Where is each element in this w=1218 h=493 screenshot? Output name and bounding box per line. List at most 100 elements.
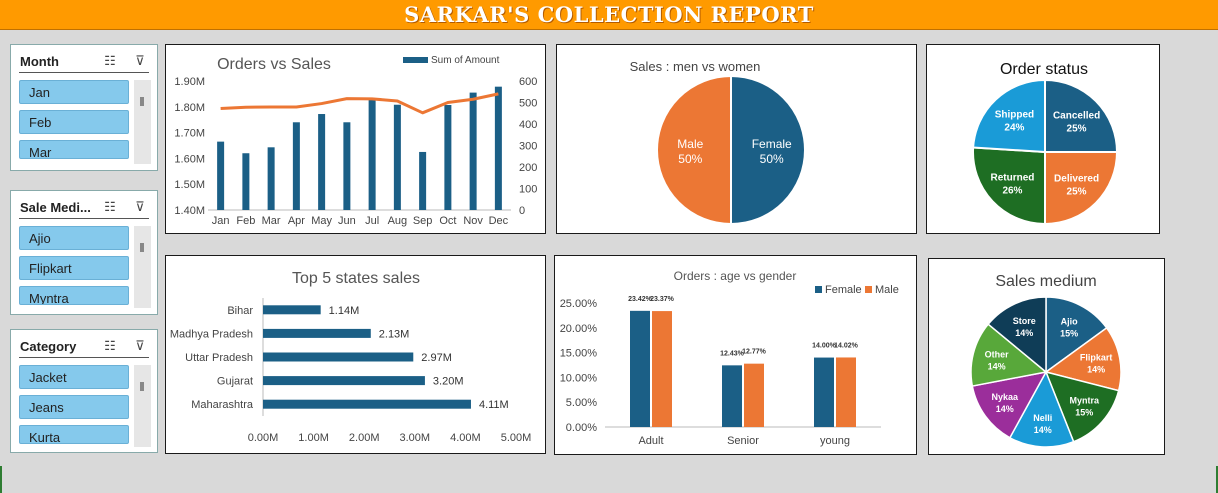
bar [242, 153, 250, 210]
y-tick-label: 5.00% [566, 397, 597, 409]
x-tick-label: Jan [212, 215, 230, 227]
slice-label: Nykaa [991, 392, 1019, 402]
slice-pct: 25% [1067, 123, 1087, 134]
legend-label: Male [875, 284, 899, 296]
y2-tick-label: 200 [519, 162, 537, 174]
month-slicer[interactable]: Month ☷ ⊽ Jan Feb Mar [10, 44, 158, 171]
x-tick-label: 0.00M [248, 432, 279, 444]
y-tick-label: 1.80M [174, 102, 205, 114]
legend-swatch [403, 57, 428, 63]
checklist-icon[interactable]: ☷ [104, 338, 116, 353]
pie-slice [1008, 370, 1075, 448]
scroll-thumb[interactable] [140, 97, 144, 106]
data-label: 14.00% [812, 343, 837, 350]
data-label: 12.77% [742, 349, 767, 356]
chart-title: Sales : men vs women [630, 59, 761, 74]
slicer-item-jan[interactable]: Jan [19, 80, 129, 104]
slice-label: Flipkart [1080, 352, 1113, 362]
slicer-item-jacket[interactable]: Jacket [19, 365, 129, 389]
slice-pct: 15% [1075, 408, 1093, 418]
y-tick-label: 1.70M [174, 128, 205, 140]
filter-clear-icon[interactable]: ⊽ [135, 53, 145, 68]
slicer-scrollbar[interactable] [134, 365, 151, 447]
x-tick-label: Adult [638, 435, 663, 447]
pie-slice [1044, 78, 1119, 153]
bar [393, 104, 401, 210]
x-tick-label: young [820, 435, 850, 447]
filter-clear-icon[interactable]: ⊽ [135, 199, 145, 214]
x-tick-label: Dec [489, 215, 509, 227]
y2-tick-label: 400 [519, 119, 537, 131]
slice-pct: 15% [1060, 329, 1078, 339]
bar [263, 376, 425, 386]
pie-slice [656, 74, 732, 226]
sale-medium-slicer[interactable]: Sale Medi... ☷ ⊽ Ajio Flipkart Myntra [10, 190, 158, 315]
pie-slice [971, 370, 1048, 439]
series-line [220, 92, 499, 115]
checklist-icon[interactable]: ☷ [104, 199, 116, 214]
y-tick-label: 1.40M [174, 205, 205, 217]
y-tick-label: Gujarat [217, 376, 253, 388]
pie-slice [987, 296, 1047, 374]
y-tick-label: 1.90M [174, 76, 205, 88]
bar [263, 328, 371, 338]
orders-vs-sales-panel: Orders vs Sales Sum of Amount 1.40M 1.50M 1.… [165, 44, 546, 234]
slicer-scrollbar[interactable] [134, 80, 151, 164]
x-tick-label: Jun [338, 215, 356, 227]
sales-medium-panel: Sales medium Ajio 15% Flipkart 14% Myntra 15% N… [928, 258, 1165, 455]
x-tick-label: Feb [236, 215, 255, 227]
bottom-strip [0, 466, 1218, 493]
data-label: 4.11M [479, 399, 509, 411]
bar [343, 122, 351, 210]
slice-label: Store [1013, 316, 1036, 326]
slice-label: Ajio [1061, 317, 1079, 327]
bar [744, 363, 764, 427]
scroll-thumb[interactable] [140, 382, 144, 391]
bar [267, 147, 275, 210]
y-tick-label: Bihar [227, 305, 253, 317]
y2-tick-label: 0 [519, 205, 525, 217]
slicer-item-mar[interactable]: Mar [19, 140, 129, 159]
chart-title: Sales medium [995, 273, 1096, 290]
legend-swatch [815, 286, 822, 293]
y-tick-label: 1.60M [174, 153, 205, 165]
slicer-item-myntra[interactable]: Myntra [19, 286, 129, 305]
slicer-header: Month ☷ ⊽ [19, 51, 149, 73]
slicer-item-ajio[interactable]: Ajio [19, 226, 129, 250]
category-slicer[interactable]: Category ☷ ⊽ Jacket Jeans Kurta [10, 329, 158, 453]
pie-slice [970, 323, 1048, 387]
data-label: 3.20M [433, 376, 464, 388]
x-tick-label: Aug [388, 215, 408, 227]
slice-label: Female [752, 137, 792, 151]
slicer-scrollbar[interactable] [134, 226, 151, 308]
y-tick-label: Maharashtra [191, 399, 254, 411]
data-label: 1.14M [329, 305, 360, 317]
slice-pct: 14% [996, 404, 1014, 414]
slicer-item-flipkart[interactable]: Flipkart [19, 256, 129, 280]
chart-title: Top 5 states sales [292, 270, 420, 287]
scroll-thumb[interactable] [140, 243, 144, 252]
pie-slice [972, 78, 1046, 154]
checklist-icon[interactable]: ☷ [104, 53, 116, 68]
data-label: 12.43% [720, 350, 745, 357]
report-banner: SARKAR'S COLLECTION REPORT [0, 0, 1218, 30]
y2-tick-label: 500 [519, 98, 537, 110]
x-tick-label: Nov [463, 215, 483, 227]
slicer-item-jeans[interactable]: Jeans [19, 395, 129, 419]
pie-slice [972, 146, 1046, 226]
slicer-item-kurta[interactable]: Kurta [19, 425, 129, 444]
y-tick-label: Uttar Pradesh [185, 352, 253, 364]
x-tick-label: Apr [288, 215, 305, 227]
slicer-item-feb[interactable]: Feb [19, 110, 129, 134]
age-gender-panel: Orders : age vs gender Female Male 0.00% 5.0… [554, 255, 917, 455]
slicer-header: Category ☷ ⊽ [19, 336, 149, 358]
x-tick-label: 4.00M [450, 432, 481, 444]
bar [494, 86, 502, 210]
pie-slice [1044, 370, 1120, 443]
x-tick-label: 1.00M [298, 432, 329, 444]
y-tick-label: 15.00% [560, 348, 598, 360]
slicer-title: Category [20, 339, 77, 354]
filter-clear-icon[interactable]: ⊽ [135, 338, 145, 353]
slice-pct: 50% [678, 152, 702, 166]
slice-label: Male [677, 137, 703, 151]
